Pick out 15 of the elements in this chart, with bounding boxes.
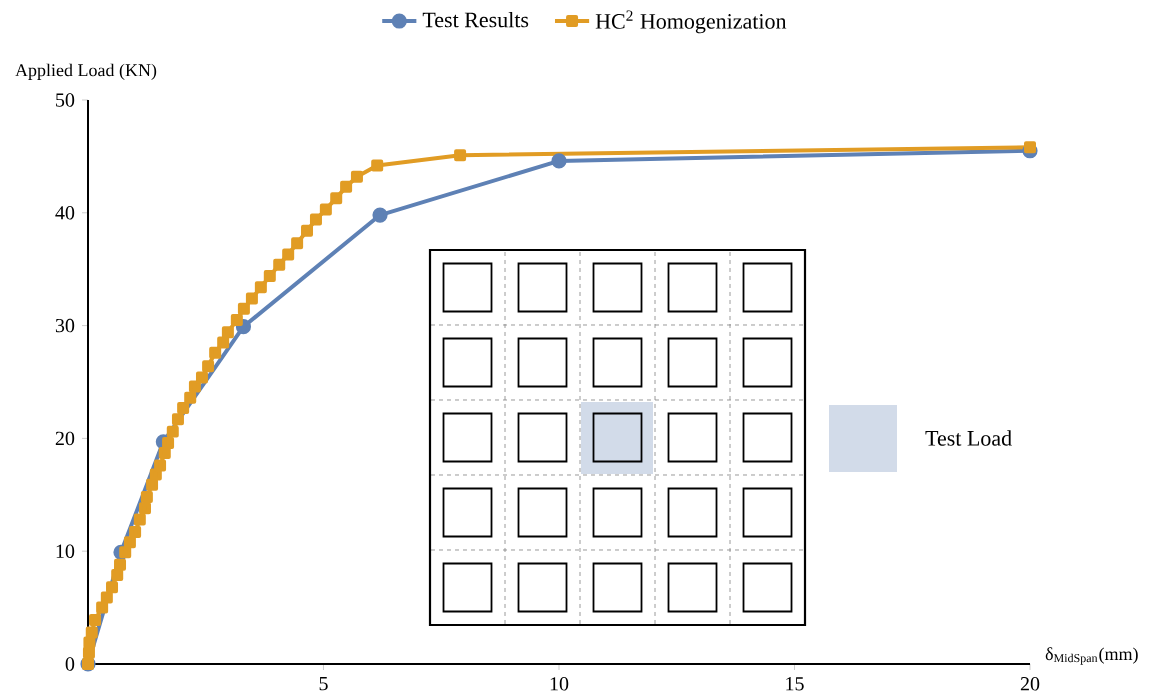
y-axis-title: Applied Load (KN) bbox=[15, 63, 157, 80]
x-axis-title: δ$_{MidSpan}$(mm) bbox=[1045, 647, 1138, 665]
x-tick-label: 15 bbox=[786, 676, 804, 691]
x-tick-label: 5 bbox=[319, 676, 328, 691]
legend-label: Test Results bbox=[422, 11, 529, 28]
x-tick-label: 20 bbox=[1020, 676, 1040, 691]
y-tick-label: 10 bbox=[56, 544, 75, 558]
legend-label: HC$^{2}$ Homogenization bbox=[595, 10, 787, 34]
y-tick-label: 0 bbox=[65, 657, 75, 671]
annotation: Test Load bbox=[925, 430, 1012, 446]
y-tick-label: 40 bbox=[55, 205, 75, 220]
x-tick-label: 10 bbox=[550, 676, 569, 691]
y-tick-label: 50 bbox=[56, 93, 75, 107]
y-tick-label: 20 bbox=[55, 431, 75, 446]
y-tick-label: 30 bbox=[55, 318, 75, 333]
